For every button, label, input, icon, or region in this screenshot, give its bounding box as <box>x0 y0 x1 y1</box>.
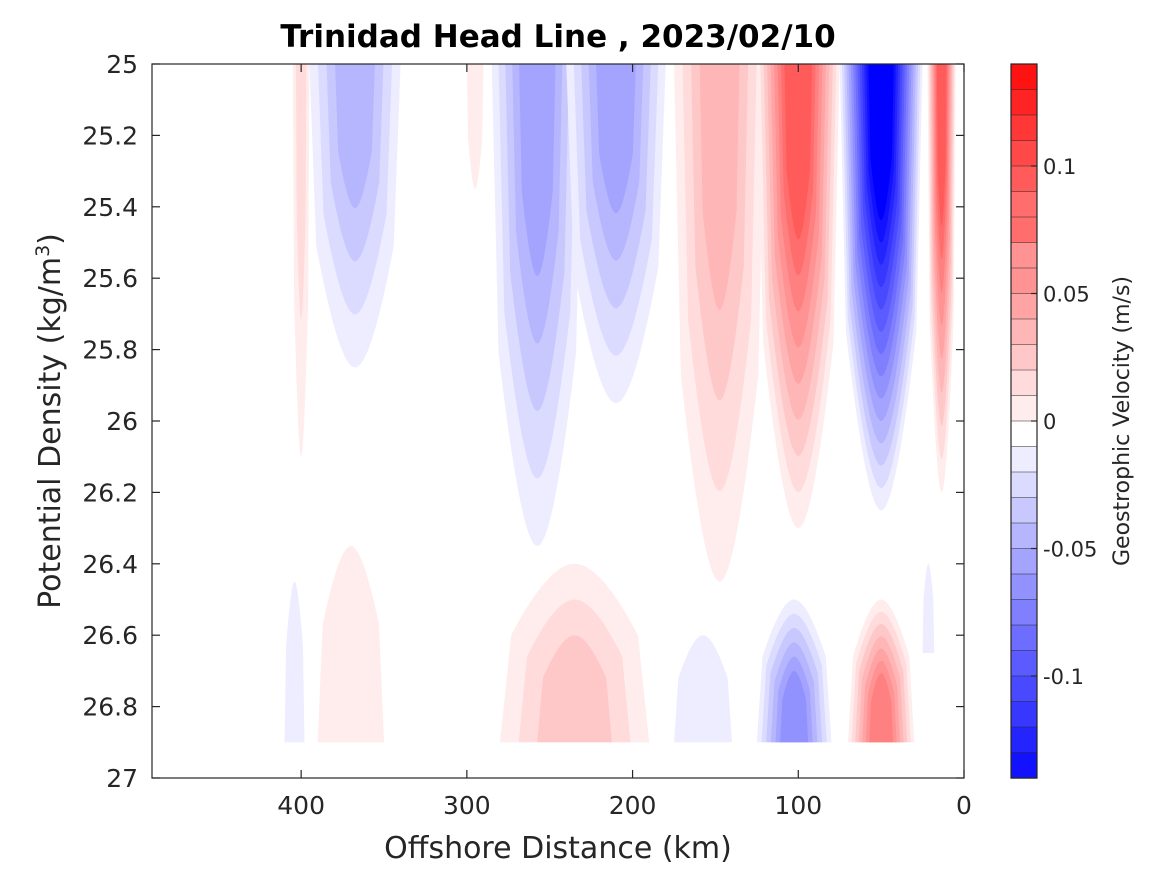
colorbar-level <box>1010 471 1038 499</box>
colorbar-level <box>1010 89 1038 116</box>
contour-band <box>537 635 612 743</box>
colorbar-level <box>1010 369 1038 397</box>
y-tick-label: 26.2 <box>82 478 138 507</box>
y-axis-label-sup: 3 <box>32 245 54 257</box>
x-axis-ticks: 400 300 200 100 0 <box>277 64 972 820</box>
contour-feature <box>292 64 310 457</box>
contour-feature <box>756 599 832 743</box>
contour-feature <box>491 64 583 546</box>
y-tick-label: 25.6 <box>82 264 138 293</box>
contour-field <box>284 64 956 743</box>
contour-feature <box>466 64 484 189</box>
y-axis-label: Potential Density (kg/m3) <box>32 233 68 609</box>
x-tick-label: 0 <box>956 791 972 820</box>
contour-band <box>284 581 305 743</box>
contour-feature <box>317 545 384 743</box>
colorbar-level <box>1010 216 1038 244</box>
y-tick-label: 26.6 <box>82 621 138 650</box>
contour-feature <box>674 64 766 582</box>
colorbar-level <box>1010 63 1038 91</box>
contour-band <box>868 64 894 221</box>
colorbar-level <box>1010 267 1038 295</box>
colorbar-level <box>1010 318 1038 346</box>
y-tick-label: 26 <box>106 407 138 436</box>
contour-band <box>519 64 556 277</box>
contour-band <box>784 64 813 240</box>
contour-feature <box>927 64 956 493</box>
contour-band <box>780 670 809 743</box>
colorbar-level <box>1010 726 1038 754</box>
colorbar-tick-label: 0.05 <box>1043 283 1090 307</box>
colorbar-level <box>1010 242 1038 269</box>
x-tick-label: 100 <box>774 791 822 820</box>
colorbar-level <box>1010 395 1038 422</box>
contour-band <box>596 64 636 214</box>
contour-band <box>936 64 947 226</box>
colorbar-level <box>1010 446 1038 473</box>
colorbar-level <box>1010 420 1038 448</box>
colorbar-level <box>1010 548 1038 575</box>
contour-feature <box>309 64 401 368</box>
y-axis-label-main: Potential Density (kg/m <box>33 257 68 609</box>
x-tick-label: 300 <box>443 791 491 820</box>
contour-band <box>317 545 384 743</box>
contour-band <box>674 635 732 743</box>
colorbar-tick-label: -0.05 <box>1043 538 1097 562</box>
contour-band <box>335 64 375 209</box>
contour-feature <box>566 64 666 404</box>
x-tick-label: 400 <box>277 791 325 820</box>
colorbar-level <box>1010 522 1038 550</box>
colorbar-level <box>1010 114 1038 142</box>
chart-title: Trinidad Head Line , 2023/02/10 <box>280 19 835 55</box>
colorbar-level <box>1010 599 1038 626</box>
contour-band <box>869 672 893 743</box>
colorbar-level <box>1010 624 1038 652</box>
contour-band <box>922 563 935 654</box>
colorbar-level <box>1010 344 1038 371</box>
colorbar-level <box>1010 573 1038 601</box>
colorbar-level <box>1010 701 1038 728</box>
contour-feature <box>848 599 915 743</box>
contour-feature <box>756 64 840 529</box>
x-axis-label: Offshore Distance (km) <box>384 831 732 866</box>
colorbar-level <box>1010 165 1038 193</box>
colorbar-level <box>1010 293 1038 320</box>
colorbar: 0.1 0.05 0 -0.05 -0.1 <box>1010 63 1097 779</box>
contour-feature <box>674 635 732 743</box>
contour-feature <box>500 563 650 743</box>
y-tick-label: 25.4 <box>82 193 138 222</box>
colorbar-level <box>1010 140 1038 167</box>
y-tick-label: 26.4 <box>82 550 138 579</box>
colorbar-tick-label: 0 <box>1043 410 1056 434</box>
y-axis-label-end: ) <box>33 233 68 245</box>
contour-feature <box>284 581 305 743</box>
colorbar-level <box>1010 497 1038 524</box>
colorbar-level <box>1010 675 1038 703</box>
y-tick-label: 27 <box>106 764 138 793</box>
colorbar-level <box>1010 191 1038 218</box>
colorbar-level <box>1010 650 1038 677</box>
y-tick-label: 25 <box>106 50 138 79</box>
y-tick-label: 26.8 <box>82 693 138 722</box>
y-tick-label: 25.2 <box>82 121 138 150</box>
colorbar-level <box>1010 752 1038 779</box>
contour-feature <box>922 563 935 654</box>
colorbar-tick-label: 0.1 <box>1043 155 1076 179</box>
colorbar-tick-label: -0.1 <box>1043 665 1084 689</box>
colorbar-label: Geostrophic Velocity (m/s) <box>1110 276 1135 566</box>
y-tick-label: 25.8 <box>82 336 138 365</box>
contour-feature <box>839 64 923 511</box>
contour-band <box>295 64 307 320</box>
contour-band <box>466 64 484 189</box>
contour-band <box>699 64 740 310</box>
x-tick-label: 200 <box>609 791 657 820</box>
y-axis-ticks: 25 25.2 25.4 25.6 25.8 26 26.2 26.4 26.6 26.8 27 <box>82 50 964 793</box>
